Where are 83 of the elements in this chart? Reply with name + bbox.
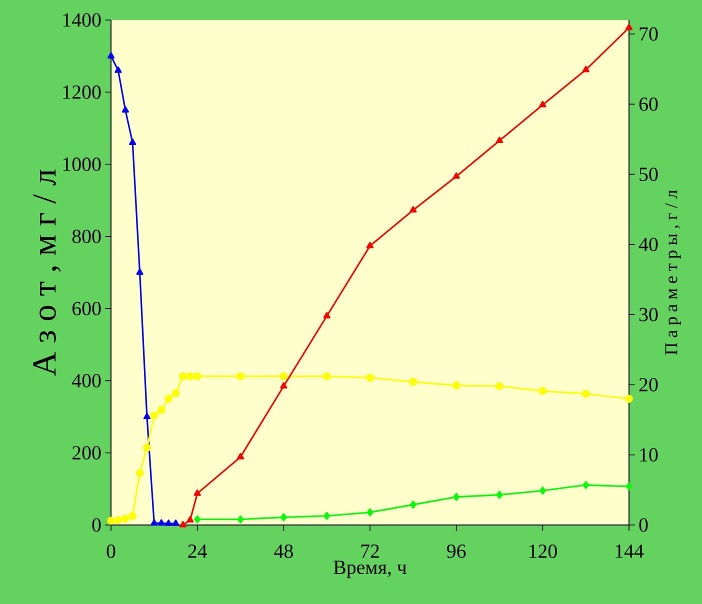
point (150, 519, 158, 526)
point (409, 378, 418, 386)
point (194, 515, 201, 524)
point (164, 394, 173, 403)
point (453, 492, 460, 501)
point (121, 514, 130, 523)
point (322, 372, 331, 380)
point (164, 520, 172, 526)
point (582, 390, 590, 398)
point (236, 452, 244, 460)
point (122, 106, 129, 113)
point (143, 412, 151, 420)
point (366, 508, 374, 516)
point (410, 206, 417, 212)
y2-tick-label: 50 (640, 168, 658, 182)
point (452, 381, 460, 390)
point (142, 444, 151, 452)
point (129, 138, 136, 146)
point (280, 513, 287, 522)
point (280, 382, 288, 389)
point (136, 469, 144, 478)
point (496, 490, 503, 499)
y-tick-label: 600 (72, 302, 101, 316)
point (186, 372, 194, 380)
x-tick-label: 144 (616, 544, 644, 558)
point (128, 512, 137, 520)
point (582, 66, 590, 72)
point (410, 500, 416, 509)
point (539, 100, 546, 108)
y-tick-label: 1200 (63, 85, 101, 99)
x-tick-label: 72 (361, 544, 379, 558)
point (172, 520, 180, 526)
point (114, 516, 122, 524)
y-tick-label: 1400 (63, 13, 101, 27)
point (582, 481, 590, 490)
x-axis-title: Время, ч (334, 560, 406, 578)
y-tick-label: 0 (92, 518, 101, 532)
point (496, 136, 504, 144)
point (193, 372, 202, 380)
point (114, 66, 122, 73)
x-tick-label: 48 (274, 544, 293, 558)
point (107, 52, 115, 58)
y-axis-title: А з о т , м г / л (33, 170, 61, 376)
point (496, 382, 504, 390)
y-tick-label: 200 (72, 446, 101, 460)
y2-tick-label: 40 (638, 238, 658, 252)
y2-tick-label: 20 (639, 378, 658, 392)
point (150, 412, 158, 420)
y-tick-label: 800 (72, 230, 101, 244)
x-tick-label: 0 (106, 544, 116, 558)
y2-tick-label: 10 (640, 448, 658, 462)
point (324, 512, 330, 520)
point (136, 268, 144, 275)
point (626, 482, 632, 490)
y2-axis-title: П а р а м е т р ы , г / л (665, 190, 681, 355)
point (452, 172, 460, 179)
point (366, 242, 374, 248)
y-tick-label: 1000 (63, 158, 101, 171)
x-tick-label: 24 (188, 544, 207, 558)
point (280, 372, 288, 380)
y2-tick-label: 0 (639, 518, 648, 532)
point (366, 374, 374, 382)
point (194, 489, 201, 496)
point (323, 312, 330, 318)
point (178, 372, 187, 380)
point (236, 372, 244, 380)
point (237, 515, 244, 524)
point (625, 24, 633, 30)
point (107, 516, 115, 525)
y2-tick-label: 70 (640, 27, 658, 41)
y2-tick-label: 30 (639, 308, 658, 322)
point (625, 394, 633, 403)
point (539, 486, 546, 495)
point (158, 519, 165, 526)
x-tick-label: 120 (529, 544, 557, 558)
point (172, 389, 180, 398)
point (538, 387, 547, 396)
point (157, 406, 166, 414)
point (186, 516, 194, 522)
x-tick-label: 96 (447, 544, 466, 558)
y-tick-label: 400 (72, 374, 101, 388)
point (179, 521, 187, 528)
y2-tick-label: 60 (639, 97, 658, 111)
